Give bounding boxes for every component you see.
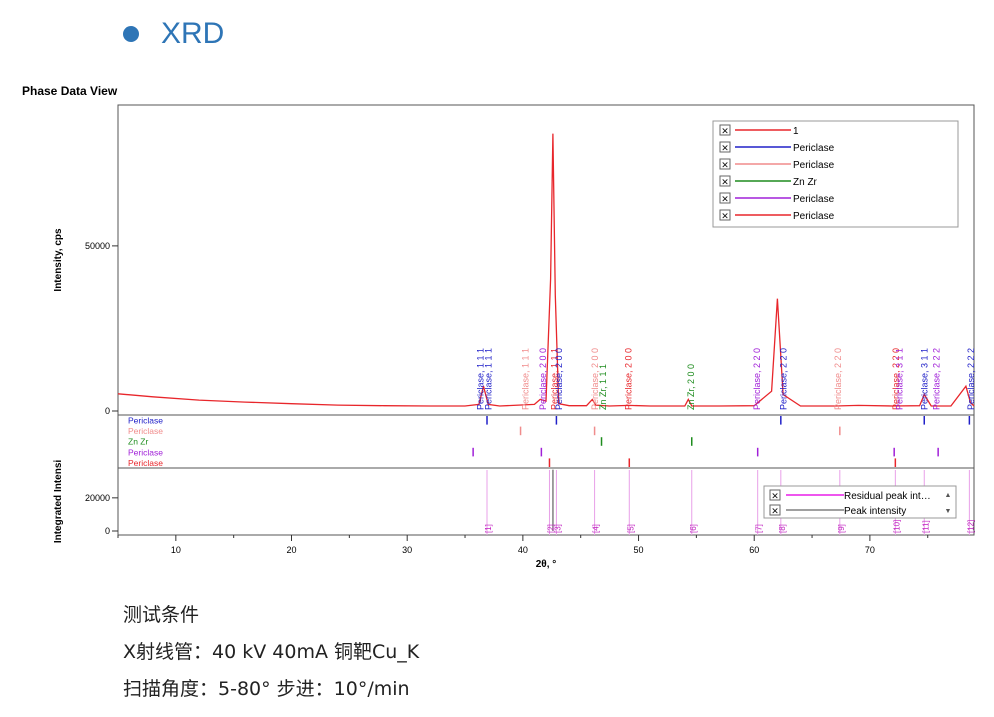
peak-label: Periclase, 3 1 1 (894, 348, 904, 410)
checkbox-x-icon: ✕ (721, 211, 729, 221)
phase-row-label: Periclase (128, 426, 163, 436)
peak-label: Periclase, 1 1 1 (476, 348, 486, 410)
phase-row-label: Periclase (128, 447, 163, 457)
legend-label: Periclase (793, 211, 835, 222)
conditions-heading: 测试条件 (123, 604, 200, 626)
peak-label: Periclase, 2 2 0 (833, 348, 843, 410)
legend-checkbox (719, 158, 731, 170)
peak-label: Periclase, 3 1 1 (920, 348, 930, 410)
xrd-pattern-line (117, 133, 975, 407)
peak-label: Periclase, 2 2 0 (752, 348, 762, 410)
peak-label: Zn Zr, 1 1 1 (598, 364, 608, 410)
lower-y-tick-label: 0 (105, 526, 110, 536)
checkbox-x-icon: ✕ (721, 126, 729, 136)
peak-marker-label: [5] (626, 524, 635, 533)
peak-label: Periclase, 2 0 0 (590, 348, 600, 410)
slide-title: XRD (161, 17, 225, 50)
peak-marker-label: [6] (689, 524, 698, 533)
legend-label: Periclase (793, 194, 835, 205)
legend-checkbox (769, 504, 781, 516)
peak-label: Zn Zr, 2 0 0 (686, 364, 696, 410)
peak-marker-label: [2] (546, 524, 555, 533)
lower-panel-frame (117, 467, 975, 536)
phase-row-label: Zn Zr (128, 437, 148, 447)
checkbox-x-icon: ✕ (771, 506, 779, 516)
peak-marker-label: [9] (837, 524, 846, 533)
peak-label: Periclase, 1 1 1 (550, 348, 560, 410)
lower-legend-box (763, 485, 957, 519)
x-tick-label: 10 (171, 545, 181, 555)
legend-label: 1 (793, 126, 799, 137)
peak-marker-label: [12] (966, 520, 975, 533)
stick-panel-frame (117, 414, 975, 469)
checkbox-x-icon: ✕ (721, 177, 729, 187)
peak-label: Periclase, 2 2 0 (891, 348, 901, 410)
peak-marker-label: [1] (484, 524, 493, 533)
peak-label: Periclase, 2 0 0 (538, 348, 548, 410)
checkbox-x-icon: ✕ (721, 143, 729, 153)
legend-entry: ✕ Periclase (719, 192, 835, 205)
peak-marker-label: [7] (755, 524, 764, 533)
legend-entry: ✕ Periclase (719, 209, 835, 222)
peak-label: Periclase, 1 1 1 (521, 348, 531, 410)
x-tick-label: 70 (865, 545, 875, 555)
conditions-line-2: 扫描角度：5-80° 步进：10°/min (123, 678, 410, 700)
peak-marker-label: [3] (553, 524, 562, 533)
checkbox-x-icon: ✕ (721, 160, 729, 170)
peak-marker-label: [11] (921, 520, 930, 533)
peak-label: Periclase, 1 1 1 (484, 348, 494, 410)
checkbox-x-icon: ✕ (771, 491, 779, 501)
x-axis-label: 2θ, ° (536, 559, 557, 570)
phase-row-label: Periclase (128, 458, 163, 468)
legend-label: Peak intensity (844, 506, 906, 517)
peak-label: Periclase, 2 2 2 (931, 348, 941, 410)
phase-row-label: Periclase (128, 416, 163, 426)
legend-entry: ✕ Periclase (719, 158, 835, 171)
bullet-dot (123, 26, 139, 42)
x-tick-label: 40 (518, 545, 528, 555)
x-tick-label: 60 (749, 545, 759, 555)
peak-label: Periclase, 2 2 0 (779, 348, 789, 410)
peak-marker-label: [4] (592, 524, 601, 533)
legend-checkbox (719, 124, 731, 136)
lower-y-tick-label: 20000 (85, 493, 110, 503)
legend-label: Periclase (793, 143, 835, 154)
slide-header: XRD (123, 14, 224, 54)
y-tick-label: 0 (105, 406, 110, 416)
y-axis-label: Intensity, cps (53, 228, 64, 292)
legend-label: Zn Zr (793, 177, 818, 188)
lower-y-axis-label: Integrated Intensi (53, 460, 64, 544)
conditions-line-1: X射线管：40 kV 40mA 铜靶Cu_K (123, 641, 420, 663)
legend-checkbox (719, 192, 731, 204)
peak-label: Periclase, 2 0 0 (554, 348, 564, 410)
peak-marker-label: [10] (892, 520, 901, 533)
legend-checkbox (719, 209, 731, 221)
legend-label: Periclase (793, 160, 835, 171)
peak-label: Periclase, 2 0 0 (624, 348, 634, 410)
legend-label: Residual peak int… (844, 491, 931, 502)
legend-box (712, 120, 959, 228)
legend-checkbox (719, 141, 731, 153)
peak-label: Periclase, 2 2 2 (966, 348, 976, 410)
legend-checkbox (719, 175, 731, 187)
x-tick-label: 50 (634, 545, 644, 555)
legend-entry: ✕ 1 (719, 124, 799, 137)
legend-entry: ✕ Periclase (719, 141, 835, 154)
lower-legend-entry: ✕ Residual peak int… (769, 489, 931, 502)
legend-checkbox (769, 489, 781, 501)
y-tick-label: 50000 (85, 241, 110, 251)
x-tick-label: 30 (402, 545, 412, 555)
legend-entry: ✕ Zn Zr (719, 175, 818, 188)
scroll-down-icon: ▼ (945, 508, 952, 515)
scroll-up-icon: ▲ (945, 492, 952, 499)
checkbox-x-icon: ✕ (721, 194, 729, 204)
lower-legend-entry: ✕ Peak intensity (769, 504, 906, 517)
x-tick-label: 20 (287, 545, 297, 555)
panel-title: Phase Data View (22, 84, 118, 98)
peak-marker-label: [8] (778, 524, 787, 533)
